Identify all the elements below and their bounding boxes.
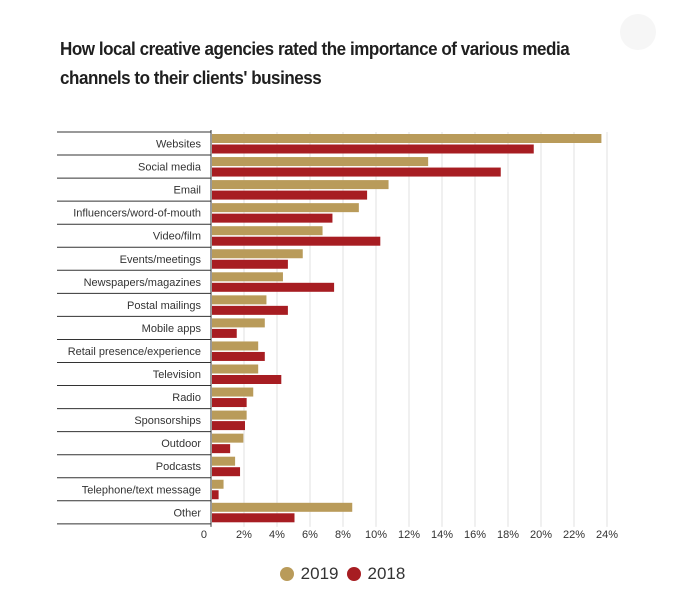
legend-swatch-2018 xyxy=(346,567,361,581)
x-tick-label: 18% xyxy=(497,529,519,541)
x-tick-label: 24% xyxy=(596,529,618,541)
bar-2018-social-media xyxy=(212,167,501,177)
bar-2019-events-meetings xyxy=(212,249,303,259)
bar-2019-social-media xyxy=(212,157,429,167)
x-tick-label: 8% xyxy=(335,529,351,541)
bar-2018-radio xyxy=(212,398,247,408)
bar-2019-radio xyxy=(212,387,254,397)
x-tick-label: 16% xyxy=(464,529,486,541)
legend-item-2018: 2018 xyxy=(346,564,406,584)
legend-label-2019: 2019 xyxy=(300,564,339,583)
bar-2018-television xyxy=(212,375,282,384)
x-tick-label: 14% xyxy=(431,529,453,541)
bar-2018-other xyxy=(212,513,295,523)
category-label-events-meetings: Events/meetings xyxy=(120,254,202,266)
x-tick-label: 2% xyxy=(236,529,252,541)
bar-2018-video-film xyxy=(212,236,381,246)
bar-2018-outdoor xyxy=(212,444,231,454)
category-label-websites: Websites xyxy=(156,139,202,151)
category-label-mobile-apps: Mobile apps xyxy=(142,323,202,335)
chart-title: How local creative agencies rated the im… xyxy=(60,38,570,88)
x-tick-label: 0 xyxy=(201,529,207,541)
bar-2018-newspapers-magazines xyxy=(212,282,335,292)
bar-2018-retail-presence-experience xyxy=(212,351,265,361)
bar-2018-sponsorships xyxy=(212,421,245,431)
category-label-podcasts: Podcasts xyxy=(156,461,202,473)
bar-2019-retail-presence-experience xyxy=(212,341,259,351)
bar-chart: Websites Social media Email Influencers/wor… xyxy=(57,130,618,541)
bar-2019-newspapers-magazines xyxy=(212,272,283,282)
bar-2018-email xyxy=(212,190,368,200)
bar-2019-video-film xyxy=(212,226,323,236)
bar-2019-email xyxy=(212,180,389,190)
bar-2019-mobile-apps xyxy=(212,318,265,328)
bar-2018-telephone-text-message xyxy=(212,490,219,500)
bar-2019-postal-mailings xyxy=(212,295,267,305)
x-tick-label: 12% xyxy=(398,529,420,541)
category-label-social-media: Social media xyxy=(138,162,202,174)
category-label-newspapers-magazines: Newspapers/magazines xyxy=(84,277,202,289)
bar-2019-sponsorships xyxy=(212,410,247,420)
bar-2019-influencers-word-of-mouth xyxy=(212,203,359,213)
bar-2019-telephone-text-message xyxy=(212,479,224,489)
category-label-postal-mailings: Postal mailings xyxy=(127,300,201,312)
category-label-telephone-text-message: Telephone/text message xyxy=(82,484,201,496)
category-label-sponsorships: Sponsorships xyxy=(134,415,201,427)
bar-2018-mobile-apps xyxy=(212,328,237,338)
category-label-retail-presence-experience: Retail presence/experience xyxy=(68,346,201,358)
x-tick-label: 6% xyxy=(302,529,318,541)
bar-2019-other xyxy=(212,502,353,512)
chart-legend: 2019 2018 xyxy=(0,564,685,584)
bar-2018-influencers-word-of-mouth xyxy=(212,213,333,223)
category-label-radio: Radio xyxy=(172,392,201,404)
category-label-influencers-word-of-mouth: Influencers/word-of-mouth xyxy=(73,208,201,220)
bar-2018-postal-mailings xyxy=(212,305,288,315)
category-label-other: Other xyxy=(173,507,201,519)
bar-2019-podcasts xyxy=(212,456,236,466)
bar-2018-podcasts xyxy=(212,467,241,477)
x-tick-label: 4% xyxy=(269,529,285,541)
bar-2018-events-meetings xyxy=(212,259,288,269)
category-label-outdoor: Outdoor xyxy=(161,438,201,450)
bar-2019-television xyxy=(212,364,259,374)
x-tick-label: 20% xyxy=(530,529,552,541)
corner-decoration xyxy=(620,14,656,50)
legend-label-2018: 2018 xyxy=(367,564,406,583)
category-label-television: Television xyxy=(153,369,201,381)
legend-item-2019: 2019 xyxy=(279,564,339,584)
legend-swatch-2019 xyxy=(279,567,294,581)
bar-2018-websites xyxy=(212,144,534,154)
x-tick-label: 10% xyxy=(365,529,387,541)
bar-2019-websites xyxy=(212,134,602,143)
bar-2019-outdoor xyxy=(212,433,244,443)
x-tick-label: 22% xyxy=(563,529,585,541)
category-label-video-film: Video/film xyxy=(153,231,201,243)
category-label-email: Email xyxy=(173,185,201,197)
